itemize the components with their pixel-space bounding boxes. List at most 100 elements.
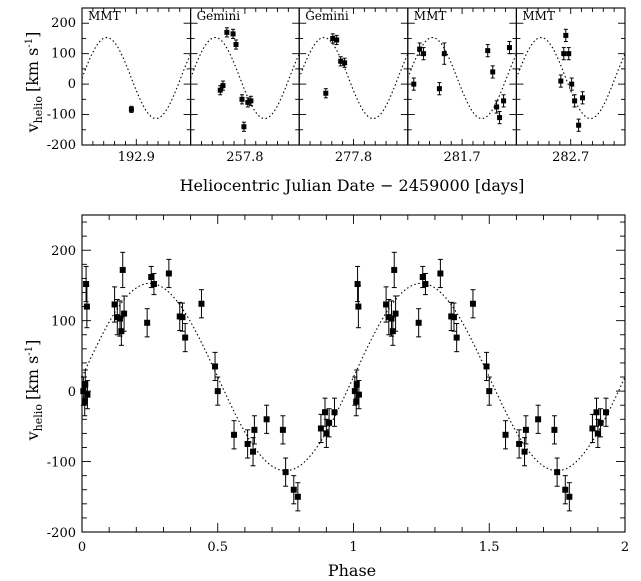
data-point: [351, 388, 358, 395]
data-point: [144, 319, 151, 326]
data-point: [569, 81, 575, 87]
data-point: [563, 32, 569, 38]
data-point: [522, 426, 529, 433]
data-point: [331, 409, 338, 416]
data-point: [84, 391, 91, 398]
bottom-x-axis-title: Phase: [328, 561, 376, 580]
x-tick-label: 277.8: [335, 150, 372, 165]
bottom-y-axis-title-unit: [km s: [23, 356, 42, 400]
plot-frame: [81, 214, 626, 533]
time-panel-1: MMT 192.9: [81, 7, 192, 165]
data-point: [501, 98, 507, 104]
y-tick-label: 0: [68, 77, 76, 92]
top-y-axis-title-main: v: [23, 123, 42, 133]
data-point: [119, 266, 126, 273]
top-panels: MMT192.9Gemini257.8Gemini277.8MMT281.7MM…: [47, 7, 626, 165]
data-point: [594, 430, 601, 437]
data-point: [506, 45, 512, 51]
data-point: [128, 106, 134, 112]
data-point: [290, 486, 297, 493]
data-point: [83, 281, 90, 288]
x-tick-label: 0: [78, 540, 86, 555]
data-point: [326, 419, 333, 426]
data-point: [521, 448, 528, 455]
data-point: [220, 83, 226, 89]
bottom-y-axis-title-unit-end: ]: [23, 340, 42, 346]
data-point: [182, 334, 189, 341]
data-point: [483, 363, 490, 370]
data-point: [437, 270, 444, 277]
model-curve: [407, 36, 517, 120]
data-point: [417, 46, 423, 52]
x-tick-label: 1.5: [479, 540, 500, 555]
telescope-label: Gemini: [197, 9, 241, 23]
data-point: [415, 319, 422, 326]
data-point: [436, 86, 442, 92]
data-point: [245, 99, 251, 105]
panel-frame: [81, 7, 192, 146]
x-tick-label: 2: [621, 540, 629, 555]
time-panel-2: Gemini 257.8: [190, 7, 300, 165]
y-tick-label: -100: [47, 456, 76, 471]
data-point: [589, 425, 596, 432]
data-point: [241, 124, 247, 130]
data-point: [118, 328, 125, 335]
data-point: [593, 409, 600, 416]
data-point: [383, 301, 390, 308]
data-point: [250, 448, 257, 455]
data-point: [562, 486, 569, 493]
data-point: [244, 440, 251, 447]
data-point: [263, 416, 270, 423]
data-point: [217, 87, 223, 93]
telescope-label: MMT: [414, 9, 447, 23]
data-point: [391, 266, 398, 273]
data-point: [389, 328, 396, 335]
model-curve: [81, 36, 192, 120]
data-point: [554, 469, 561, 476]
data-point: [469, 300, 476, 307]
x-tick-label: 257.8: [226, 150, 263, 165]
data-point: [111, 301, 118, 308]
data-point: [323, 90, 329, 96]
data-point: [450, 314, 457, 321]
data-point: [334, 37, 340, 43]
top-y-axis-title-unit: [km s: [23, 48, 42, 92]
data-point: [576, 122, 582, 128]
model-curve: [515, 36, 626, 120]
x-tick-label: 282.7: [552, 150, 589, 165]
data-point: [323, 430, 330, 437]
data-point: [419, 273, 426, 280]
data-point: [239, 96, 245, 102]
top-y-axis-title-unit-sup: -1: [24, 38, 35, 48]
top-y-axis-title-unit-end: ]: [23, 32, 42, 38]
data-point: [224, 29, 230, 35]
data-point: [516, 440, 523, 447]
data-point: [497, 115, 503, 121]
data-point: [572, 98, 578, 104]
data-point: [148, 273, 155, 280]
data-point: [117, 315, 124, 322]
x-tick-label: 192.9: [118, 150, 155, 165]
data-point: [355, 303, 362, 310]
data-point: [82, 381, 89, 388]
telescope-label: MMT: [88, 9, 121, 23]
top-y-axis-title-sub: helio: [32, 96, 45, 124]
model-curve: [298, 36, 409, 120]
data-point: [602, 409, 609, 416]
telescope-label: MMT: [522, 9, 555, 23]
data-point: [551, 426, 558, 433]
panel-frame: [298, 7, 409, 146]
data-point: [441, 51, 447, 57]
data-point: [342, 60, 348, 66]
data-point: [330, 35, 336, 41]
data-point: [485, 48, 491, 54]
y-tick-label: 100: [51, 315, 76, 330]
y-tick-label: -100: [47, 108, 76, 123]
data-point: [422, 281, 429, 288]
data-point: [212, 363, 219, 370]
data-point: [214, 388, 221, 395]
panel-frame: [515, 7, 626, 146]
time-panel-3: Gemini 277.8: [298, 7, 409, 165]
data-point: [251, 426, 258, 433]
